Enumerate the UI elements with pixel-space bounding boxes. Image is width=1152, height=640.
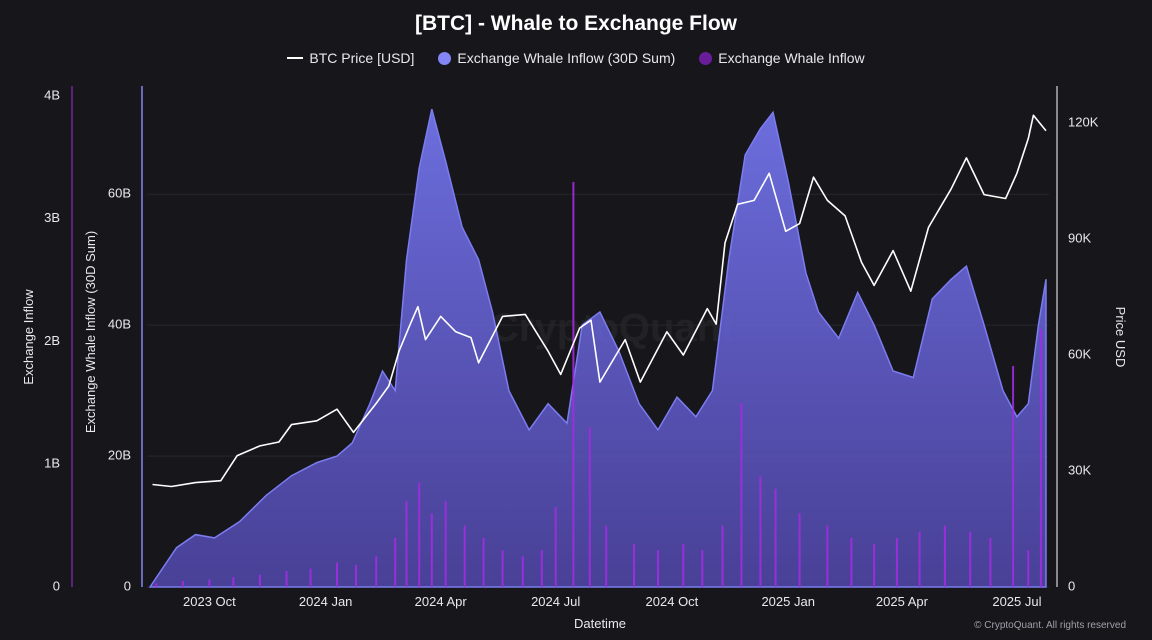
legend-item-inflow-daily[interactable]: Exchange Whale Inflow xyxy=(699,50,865,66)
tick-label-x: 2024 Jan xyxy=(299,594,353,609)
bar-inflow-daily[interactable] xyxy=(701,550,704,587)
bar-inflow-daily[interactable] xyxy=(1012,366,1015,587)
bar-inflow-daily[interactable] xyxy=(375,556,378,587)
bar-inflow-daily[interactable] xyxy=(969,531,972,587)
tick-label-price: 0 xyxy=(1068,578,1075,593)
bar-inflow-daily[interactable] xyxy=(721,525,724,587)
series-inflow-30d[interactable] xyxy=(148,108,1047,588)
bar-inflow-daily[interactable] xyxy=(336,562,338,588)
bar-inflow-daily[interactable] xyxy=(501,550,504,587)
tick-label-inflow-30d: 0 xyxy=(124,578,131,593)
bar-inflow-daily[interactable] xyxy=(155,583,158,587)
bar-inflow-daily[interactable] xyxy=(444,501,447,587)
legend-label-price: BTC Price [USD] xyxy=(309,50,415,66)
bar-inflow-daily[interactable] xyxy=(740,402,743,587)
tick-label-price: 90K xyxy=(1068,230,1091,245)
bar-inflow-daily[interactable] xyxy=(588,427,591,587)
bar-inflow-daily[interactable] xyxy=(232,577,235,587)
bar-inflow-daily[interactable] xyxy=(430,513,433,587)
tick-label-price: 60K xyxy=(1068,346,1091,361)
tick-label-x: 2025 Apr xyxy=(876,594,929,609)
bar-inflow-daily[interactable] xyxy=(463,525,466,587)
bar-inflow-daily[interactable] xyxy=(521,556,524,587)
tick-label-x: 2024 Apr xyxy=(415,594,468,609)
bar-inflow-daily[interactable] xyxy=(682,544,685,587)
bar-inflow-daily[interactable] xyxy=(482,537,485,587)
bar-inflow-daily[interactable] xyxy=(605,525,608,587)
bar-inflow-daily[interactable] xyxy=(394,537,397,587)
tick-label-x: 2023 Oct xyxy=(183,594,236,609)
bar-inflow-daily[interactable] xyxy=(826,525,829,587)
bar-inflow-daily[interactable] xyxy=(554,507,557,587)
legend-dot-icon xyxy=(699,51,713,65)
bar-inflow-daily[interactable] xyxy=(798,513,801,587)
y-axis-title-inflow-30d: Exchange Whale Inflow (30D Sum) xyxy=(83,231,98,433)
bar-inflow-daily[interactable] xyxy=(850,537,853,587)
bar-inflow-daily[interactable] xyxy=(181,580,184,587)
legend-label-inflow-daily: Exchange Whale Inflow xyxy=(718,50,865,66)
axes: 0 1B 2B 3B 4B 0 20B 40B 60B 0 30K 60K 90K 120K 2023 Oc… xyxy=(21,86,1128,631)
bar-inflow-daily[interactable] xyxy=(309,568,312,587)
bar-inflow-daily[interactable] xyxy=(633,544,635,587)
bar-inflow-daily[interactable] xyxy=(208,579,211,587)
tick-label-inflow-30d: 40B xyxy=(108,317,131,332)
tick-label-inflow: 2B xyxy=(44,333,60,348)
bar-inflow-daily[interactable] xyxy=(418,482,421,587)
bar-inflow-daily[interactable] xyxy=(873,544,876,587)
tick-label-x: 2025 Jul xyxy=(992,594,1041,609)
tick-label-price: 30K xyxy=(1068,462,1091,477)
y-axis-title-inflow: Exchange Inflow xyxy=(21,289,36,385)
bar-inflow-daily[interactable] xyxy=(918,531,921,587)
tick-label-x: 2024 Oct xyxy=(646,594,699,609)
bar-inflow-daily[interactable] xyxy=(258,574,261,587)
bar-inflow-daily[interactable] xyxy=(540,550,543,587)
bar-inflow-daily[interactable] xyxy=(774,488,777,587)
legend-label-inflow-30d: Exchange Whale Inflow (30D Sum) xyxy=(457,50,676,66)
y-axis-title-price: Price USD xyxy=(1113,307,1128,368)
tick-label-inflow: 4B xyxy=(44,87,60,102)
tick-label-price: 120K xyxy=(1068,115,1099,130)
tick-label-x: 2025 Jan xyxy=(761,594,815,609)
tick-label-inflow-30d: 20B xyxy=(108,448,131,463)
bar-inflow-daily[interactable] xyxy=(1027,550,1030,587)
bar-inflow-daily[interactable] xyxy=(759,476,762,588)
legend-dot-icon xyxy=(438,51,452,65)
bar-inflow-daily[interactable] xyxy=(657,550,659,587)
bar-inflow-daily[interactable] xyxy=(285,571,288,587)
tick-label-x: 2024 Jul xyxy=(531,594,580,609)
credit-text: © CryptoQuant. All rights reserved xyxy=(974,620,1126,631)
bar-inflow-daily[interactable] xyxy=(943,525,946,587)
x-axis-title: Datetime xyxy=(574,616,626,631)
inflow-30d-area xyxy=(148,108,1047,588)
bar-inflow-daily[interactable] xyxy=(989,537,992,587)
chart-title: [BTC] - Whale to Exchange Flow xyxy=(414,12,737,35)
legend-item-price[interactable]: BTC Price [USD] xyxy=(287,50,414,66)
inflow-daily-bars xyxy=(155,181,1042,588)
series-price[interactable] xyxy=(152,114,1047,488)
bar-inflow-daily[interactable] xyxy=(895,537,898,587)
legend-item-inflow-30d[interactable]: Exchange Whale Inflow (30D Sum) xyxy=(438,50,675,66)
tick-label-inflow: 3B xyxy=(44,210,60,225)
legend: BTC Price [USD] Exchange Whale Inflow (3… xyxy=(0,50,1152,66)
legend-line-icon xyxy=(287,57,304,59)
tick-label-inflow-30d: 60B xyxy=(108,186,131,201)
bar-inflow-daily[interactable] xyxy=(355,564,357,587)
bar-inflow-daily[interactable] xyxy=(1039,329,1042,587)
bar-inflow-daily[interactable] xyxy=(405,501,408,587)
price-line xyxy=(152,114,1047,488)
tick-label-inflow: 1B xyxy=(44,456,60,471)
tick-label-inflow: 0 xyxy=(53,578,60,593)
bar-inflow-daily[interactable] xyxy=(572,181,575,587)
